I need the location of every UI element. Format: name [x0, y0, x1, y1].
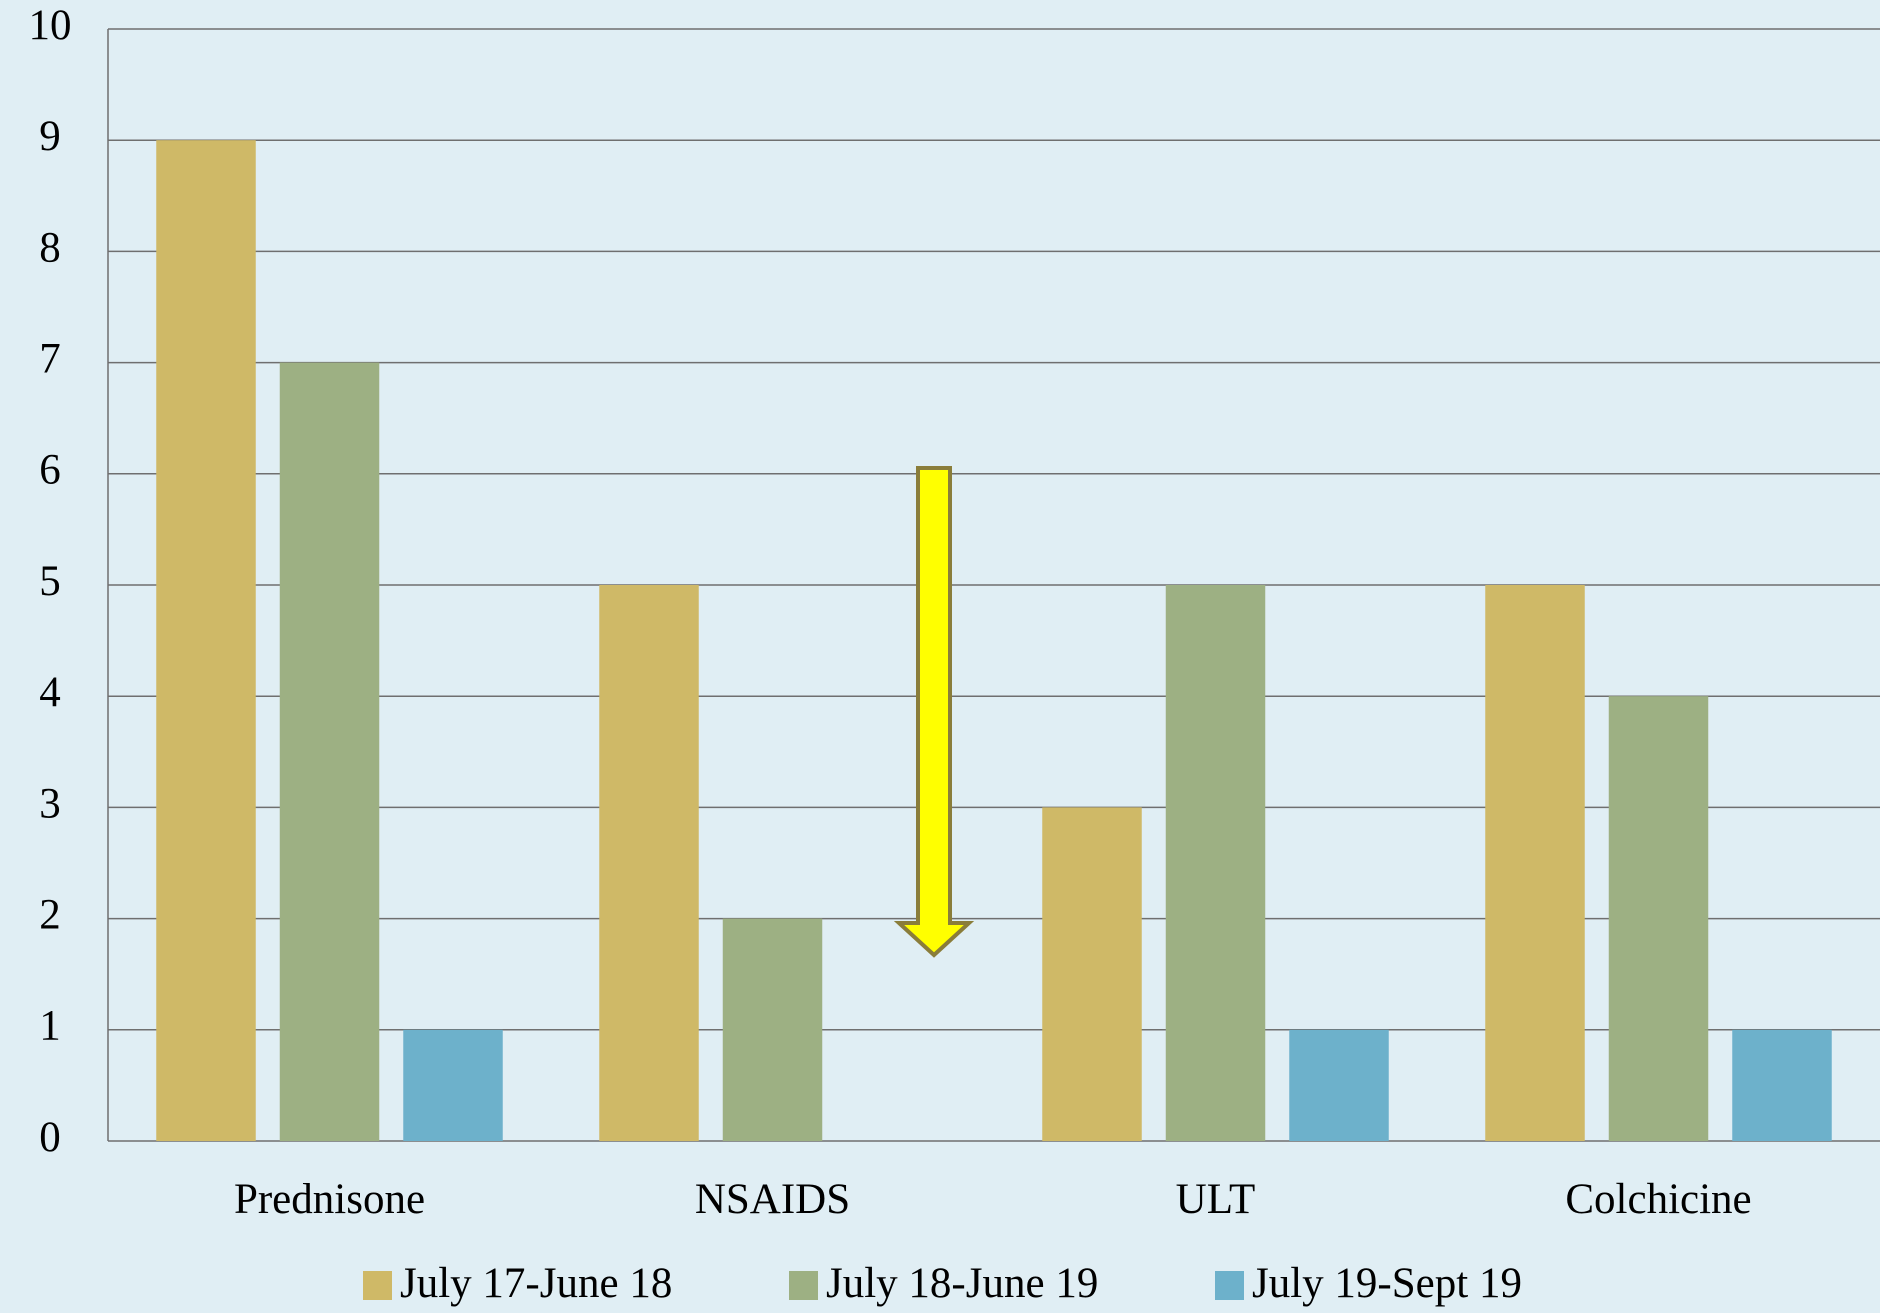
y-tick-label: 8	[39, 224, 61, 271]
legend-swatch	[363, 1271, 392, 1300]
grid	[107, 28, 1880, 1142]
legend-swatch	[1215, 1271, 1244, 1300]
y-tick-label: 10	[29, 2, 72, 49]
x-tick-label: Prednisone	[234, 1176, 425, 1223]
bar	[403, 1029, 503, 1141]
y-tick-label: 5	[39, 558, 61, 605]
bar	[1485, 585, 1585, 1141]
x-tick-label: NSAIDS	[695, 1176, 850, 1223]
legend-swatch	[789, 1271, 818, 1300]
bar	[599, 585, 699, 1141]
bar	[1732, 1029, 1832, 1141]
bar	[1289, 1029, 1389, 1141]
y-tick-label: 7	[39, 335, 61, 382]
x-tick-label: Colchicine	[1565, 1176, 1751, 1223]
legend-label: July 18-June 19	[826, 1260, 1098, 1307]
bar	[1608, 696, 1709, 1141]
bar	[279, 362, 380, 1142]
bar	[1042, 807, 1142, 1141]
y-tick-label: 0	[39, 1114, 61, 1161]
y-tick-label: 3	[39, 780, 61, 827]
down-arrow	[893, 466, 975, 958]
y-tick-label: 2	[39, 891, 61, 938]
x-tick-label: ULT	[1176, 1176, 1256, 1223]
bar	[1165, 585, 1266, 1141]
legend-label: July 17-June 18	[400, 1260, 672, 1307]
y-tick-label: 1	[39, 1003, 61, 1050]
y-tick-label: 9	[39, 113, 61, 160]
bar	[156, 140, 256, 1141]
y-tick-label: 6	[39, 447, 61, 494]
legend-label: July 19-Sept 19	[1252, 1260, 1522, 1307]
bars	[156, 140, 1832, 1142]
y-tick-label: 4	[39, 669, 61, 716]
bar	[722, 918, 823, 1141]
arrow	[893, 466, 975, 958]
